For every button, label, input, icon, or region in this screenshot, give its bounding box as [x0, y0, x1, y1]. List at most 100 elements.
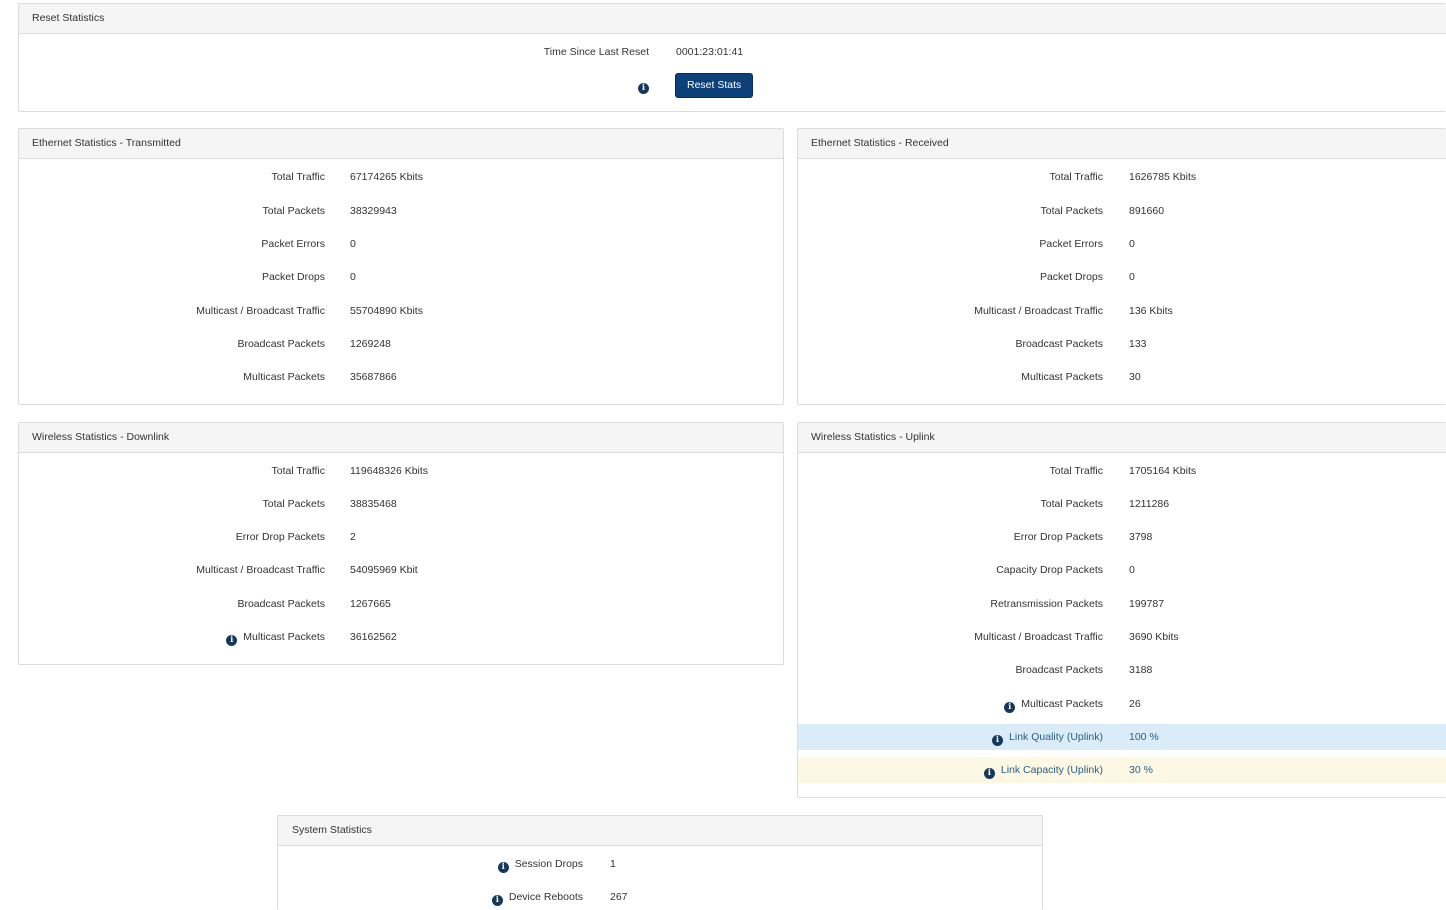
stat-label: Broadcast Packets — [237, 338, 325, 350]
stat-label: Link Capacity (Uplink) — [1000, 764, 1103, 776]
info-icon[interactable]: i — [1004, 702, 1016, 713]
stat-row: Packet Errors 0 — [19, 231, 783, 257]
stat-label: Total Packets — [1040, 498, 1103, 510]
stat-row: Multicast Packets 35687866 — [19, 364, 783, 390]
stat-label: Device Reboots — [508, 891, 583, 903]
time-since-reset-value: 0001:23:01:41 — [676, 46, 744, 58]
stat-label: Total Traffic — [1049, 171, 1104, 183]
info-icon[interactable]: i — [983, 768, 995, 779]
stat-label: Multicast Packets — [243, 371, 325, 383]
stat-value: 199787 — [1129, 598, 1165, 610]
stat-label: Capacity Drop Packets — [996, 564, 1103, 576]
stat-value: 35687866 — [350, 371, 397, 383]
stat-label: Multicast / Broadcast Traffic — [196, 305, 325, 317]
stat-value: 1 — [610, 858, 616, 870]
stat-label: Retransmission Packets — [990, 598, 1103, 610]
stat-label: Total Traffic — [271, 171, 326, 183]
stat-label: Packet Errors — [261, 238, 325, 250]
stat-label: Total Traffic — [1049, 465, 1104, 477]
info-icon[interactable]: i — [491, 895, 503, 906]
panel-title: Ethernet Statistics - Transmitted — [19, 129, 783, 159]
stat-row: i Device Reboots 267 — [278, 884, 1042, 910]
stat-label: Multicast / Broadcast Traffic — [974, 305, 1103, 317]
stat-row: Total Traffic 1705164 Kbits — [798, 458, 1446, 484]
stat-value: 1705164 Kbits — [1129, 465, 1197, 477]
stat-value: 30 % — [1129, 764, 1153, 776]
stat-label-with-info: i Link Capacity (Uplink) — [983, 757, 1103, 783]
stat-row: Multicast / Broadcast Traffic 3690 Kbits — [798, 624, 1446, 650]
stat-row: Packet Drops 0 — [798, 264, 1446, 290]
info-icon[interactable]: i — [226, 635, 238, 646]
stat-row: Multicast Packets 30 — [798, 364, 1446, 390]
stat-label: Error Drop Packets — [1013, 531, 1103, 543]
stat-value: 30 — [1129, 371, 1141, 383]
info-icon[interactable]: i — [497, 862, 509, 873]
stat-row: Packet Errors 0 — [798, 231, 1446, 257]
stat-row: Total Traffic 67174265 Kbits — [19, 164, 783, 190]
stat-value: 891660 — [1129, 205, 1165, 217]
stat-row: Error Drop Packets 3798 — [798, 524, 1446, 550]
reset-stats-button[interactable]: Reset Stats — [675, 73, 754, 98]
stat-label: Multicast / Broadcast Traffic — [974, 631, 1103, 643]
stat-row: Broadcast Packets 1267665 — [19, 591, 783, 617]
stat-value: 0 — [1129, 564, 1135, 576]
wireless-downlink-panel: Wireless Statistics - Downlink Total Tra… — [18, 422, 784, 665]
stat-label: Total Packets — [262, 205, 325, 217]
stat-label: Session Drops — [514, 858, 583, 870]
reset-info[interactable]: i — [638, 72, 649, 98]
stat-label-with-info: i Device Reboots — [491, 884, 583, 910]
stat-row: Total Packets 891660 — [798, 198, 1446, 224]
panel-title: Wireless Statistics - Uplink — [798, 423, 1446, 453]
stat-label-with-info: i Session Drops — [497, 851, 583, 877]
stat-value: 119648326 Kbits — [350, 465, 429, 477]
stat-label: Total Packets — [262, 498, 325, 510]
stat-label: Packet Drops — [261, 271, 325, 283]
stat-row: Capacity Drop Packets 0 — [798, 557, 1446, 583]
stat-value: 26 — [1129, 698, 1141, 710]
panel-title: System Statistics — [278, 816, 1042, 846]
reset-statistics-panel: Reset Statistics Time Since Last Reset 0… — [18, 3, 1446, 112]
stat-label: Multicast Packets — [243, 631, 325, 643]
stat-value: 0 — [1129, 238, 1135, 250]
stat-row: Error Drop Packets 2 — [19, 524, 783, 550]
stat-label: Broadcast Packets — [1015, 338, 1103, 350]
stat-label-with-info: i Link Quality (Uplink) — [992, 724, 1103, 750]
panel-title: Ethernet Statistics - Received — [798, 129, 1446, 159]
info-icon[interactable]: i — [992, 735, 1004, 746]
stat-value: 1269248 — [350, 338, 391, 350]
stat-label: Link Quality (Uplink) — [1009, 731, 1103, 743]
stat-row: Retransmission Packets 199787 — [798, 591, 1446, 617]
stat-value: 38835468 — [350, 498, 397, 510]
stat-row: Total Packets 38835468 — [19, 491, 783, 517]
wireless-uplink-panel: Wireless Statistics - Uplink Total Traff… — [797, 422, 1446, 798]
stat-label: Broadcast Packets — [237, 598, 325, 610]
stat-value: 3690 Kbits — [1129, 631, 1179, 643]
stat-row: Total Packets 38329943 — [19, 198, 783, 224]
stat-value: 133 — [1129, 338, 1147, 350]
stat-row: Multicast / Broadcast Traffic 136 Kbits — [798, 298, 1446, 324]
stat-row: Broadcast Packets 1269248 — [19, 331, 783, 357]
stat-row: Multicast / Broadcast Traffic 54095969 Kb… — [19, 557, 783, 583]
stat-row: Total Traffic 119648326 Kbits — [19, 458, 783, 484]
stat-value: 100 % — [1129, 731, 1159, 743]
stat-value: 1211286 — [1129, 498, 1170, 510]
stat-value: 38329943 — [350, 205, 397, 217]
info-icon[interactable]: i — [638, 83, 649, 94]
stat-label: Multicast Packets — [1021, 698, 1103, 710]
stat-label: Multicast / Broadcast Traffic — [196, 564, 325, 576]
stat-value: 0 — [350, 238, 356, 250]
stat-label: Packet Drops — [1039, 271, 1103, 283]
link-capacity-row: i Link Capacity (Uplink) 30 % — [798, 757, 1446, 783]
stat-value: 0 — [350, 271, 356, 283]
stat-row: Multicast / Broadcast Traffic 55704890 Kb… — [19, 298, 783, 324]
stat-label: Total Packets — [1040, 205, 1103, 217]
stat-value: 2 — [350, 531, 356, 543]
reset-action-row: i Reset Stats — [19, 72, 1446, 98]
stat-value: 3798 — [1129, 531, 1153, 543]
ethernet-transmitted-panel: Ethernet Statistics - Transmitted Total … — [18, 128, 784, 405]
link-quality-row: i Link Quality (Uplink) 100 % — [798, 724, 1446, 750]
stat-row: Broadcast Packets 3188 — [798, 657, 1446, 683]
stat-value: 0 — [1129, 271, 1135, 283]
stat-label: Multicast Packets — [1021, 371, 1103, 383]
stat-value: 3188 — [1129, 664, 1153, 676]
